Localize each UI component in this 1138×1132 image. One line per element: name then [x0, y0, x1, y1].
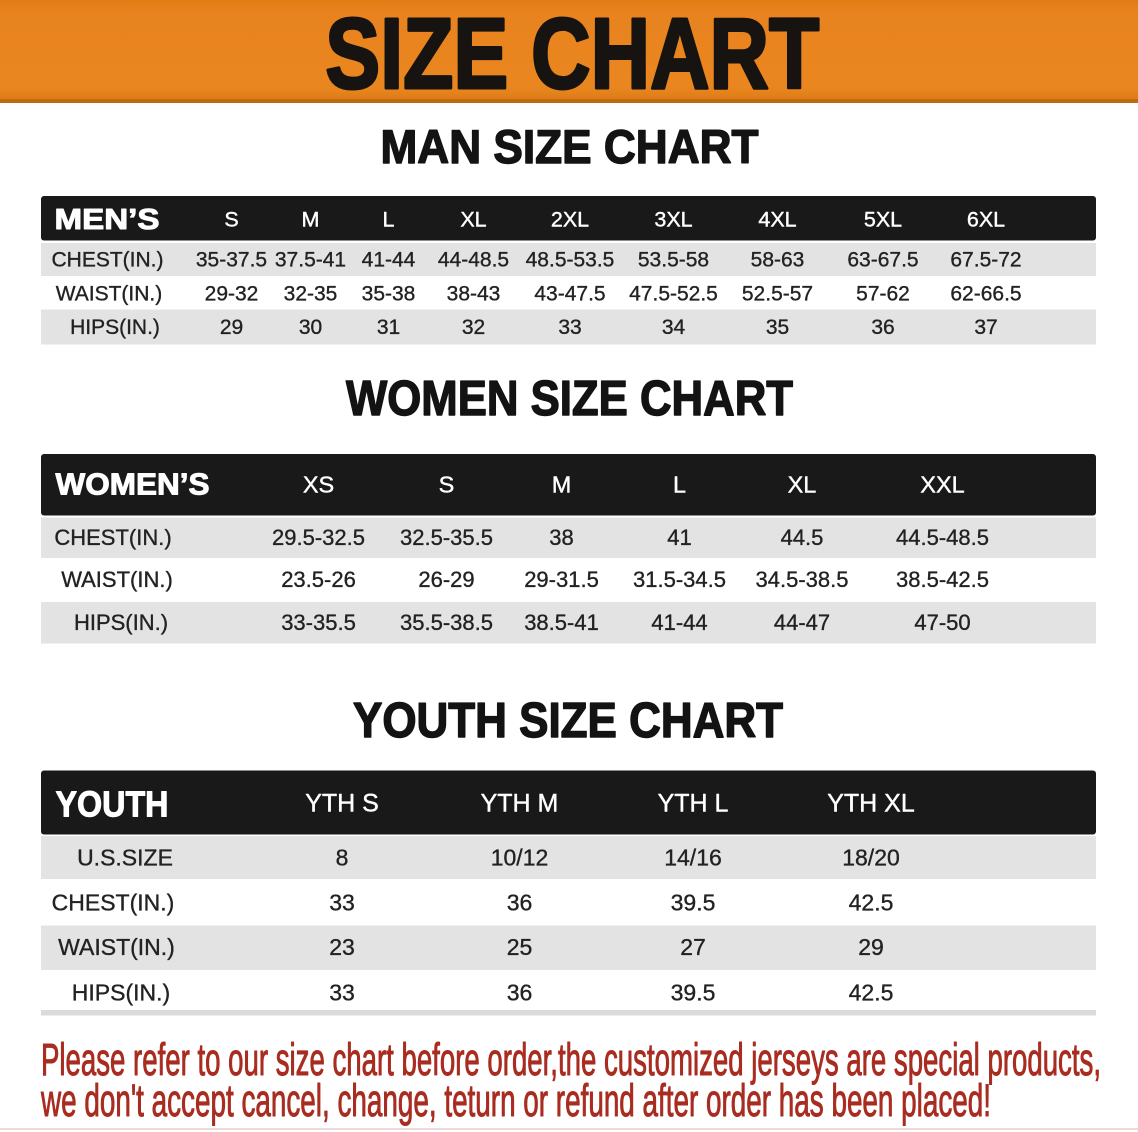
svg-text:31: 31 — [377, 316, 400, 339]
svg-text:we don't accept cancel, change: we don't accept cancel, change, teturn o… — [40, 1075, 991, 1126]
svg-text:M: M — [302, 208, 320, 232]
svg-text:5XL: 5XL — [864, 208, 902, 232]
svg-text:41-44: 41-44 — [651, 610, 707, 635]
svg-text:HIPS(IN.): HIPS(IN.) — [70, 316, 160, 339]
svg-text:WAIST(IN.): WAIST(IN.) — [56, 283, 163, 306]
svg-text:U.S.SIZE: U.S.SIZE — [77, 845, 173, 871]
svg-text:52.5-57: 52.5-57 — [742, 283, 813, 306]
svg-text:44.5-48.5: 44.5-48.5 — [896, 525, 989, 550]
svg-text:S: S — [439, 472, 455, 498]
svg-text:44-48.5: 44-48.5 — [438, 249, 509, 272]
svg-text:SIZE CHART: SIZE CHART — [325, 0, 819, 110]
svg-text:34.5-38.5: 34.5-38.5 — [756, 567, 849, 592]
svg-text:32.5-35.5: 32.5-35.5 — [400, 525, 493, 550]
svg-text:47.5-52.5: 47.5-52.5 — [629, 283, 718, 306]
svg-text:38.5-41: 38.5-41 — [524, 610, 599, 635]
svg-text:HIPS(IN.): HIPS(IN.) — [74, 610, 168, 635]
svg-text:WAIST(IN.): WAIST(IN.) — [58, 934, 175, 960]
svg-text:18/20: 18/20 — [842, 845, 900, 871]
svg-text:62-66.5: 62-66.5 — [950, 283, 1021, 306]
svg-text:38.5-42.5: 38.5-42.5 — [896, 567, 989, 592]
svg-text:YTH S: YTH S — [305, 790, 379, 818]
svg-text:33: 33 — [329, 890, 355, 916]
svg-text:MAN SIZE CHART: MAN SIZE CHART — [381, 121, 759, 174]
svg-text:31.5-34.5: 31.5-34.5 — [633, 567, 726, 592]
svg-text:38-43: 38-43 — [447, 283, 501, 306]
svg-text:29: 29 — [858, 934, 884, 960]
svg-text:32: 32 — [462, 316, 485, 339]
svg-text:HIPS(IN.): HIPS(IN.) — [72, 980, 170, 1006]
svg-text:29.5-32.5: 29.5-32.5 — [272, 525, 365, 550]
svg-text:WOMEN’S: WOMEN’S — [56, 468, 210, 502]
svg-text:58-63: 58-63 — [751, 249, 805, 272]
svg-text:30: 30 — [299, 316, 322, 339]
svg-text:YTH L: YTH L — [658, 790, 729, 818]
svg-text:67.5-72: 67.5-72 — [950, 249, 1021, 272]
svg-text:29-31.5: 29-31.5 — [524, 567, 599, 592]
svg-text:32-35: 32-35 — [284, 283, 338, 306]
svg-text:36: 36 — [871, 316, 894, 339]
svg-text:10/12: 10/12 — [491, 845, 549, 871]
svg-text:35-37.5: 35-37.5 — [196, 249, 267, 272]
svg-text:2XL: 2XL — [551, 208, 589, 232]
svg-text:S: S — [224, 208, 238, 232]
svg-text:41: 41 — [667, 525, 691, 550]
svg-text:Please refer to our size chart: Please refer to our size chart before or… — [41, 1034, 1101, 1085]
svg-text:44.5: 44.5 — [781, 525, 824, 550]
svg-text:35: 35 — [766, 316, 789, 339]
svg-text:44-47: 44-47 — [774, 610, 830, 635]
svg-text:39.5: 39.5 — [671, 980, 716, 1006]
svg-text:33: 33 — [558, 316, 581, 339]
svg-text:CHEST(IN.): CHEST(IN.) — [52, 890, 175, 916]
svg-text:36: 36 — [507, 890, 533, 916]
svg-text:35.5-38.5: 35.5-38.5 — [400, 610, 493, 635]
svg-text:33-35.5: 33-35.5 — [281, 610, 356, 635]
svg-text:4XL: 4XL — [758, 208, 796, 232]
svg-text:L: L — [383, 208, 395, 232]
svg-text:14/16: 14/16 — [664, 845, 722, 871]
svg-text:35-38: 35-38 — [362, 283, 416, 306]
svg-text:YOUTH: YOUTH — [56, 784, 169, 825]
svg-text:XL: XL — [788, 472, 817, 498]
svg-text:25: 25 — [507, 934, 533, 960]
svg-text:6XL: 6XL — [967, 208, 1005, 232]
svg-text:XS: XS — [303, 472, 334, 498]
svg-text:WOMEN SIZE CHART: WOMEN SIZE CHART — [346, 371, 793, 426]
svg-text:26-29: 26-29 — [418, 567, 474, 592]
svg-text:WAIST(IN.): WAIST(IN.) — [61, 567, 173, 592]
svg-text:29: 29 — [220, 316, 243, 339]
svg-text:XL: XL — [460, 208, 486, 232]
svg-text:MEN’S: MEN’S — [55, 204, 160, 236]
svg-text:33: 33 — [329, 980, 355, 1006]
svg-text:37.5-41: 37.5-41 — [275, 249, 346, 272]
svg-text:XXL: XXL — [920, 472, 964, 498]
svg-text:53.5-58: 53.5-58 — [638, 249, 709, 272]
svg-text:27: 27 — [680, 934, 706, 960]
svg-text:34: 34 — [662, 316, 686, 339]
svg-text:63-67.5: 63-67.5 — [847, 249, 918, 272]
svg-text:L: L — [673, 472, 686, 498]
svg-text:43-47.5: 43-47.5 — [534, 283, 605, 306]
svg-text:41-44: 41-44 — [362, 249, 416, 272]
svg-text:YTH XL: YTH XL — [827, 790, 915, 818]
svg-text:39.5: 39.5 — [671, 890, 716, 916]
svg-text:57-62: 57-62 — [856, 283, 910, 306]
svg-text:23: 23 — [329, 934, 355, 960]
svg-text:M: M — [552, 472, 572, 498]
svg-text:29-32: 29-32 — [205, 283, 259, 306]
svg-text:YTH M: YTH M — [481, 790, 559, 818]
svg-text:36: 36 — [507, 980, 533, 1006]
svg-text:CHEST(IN.): CHEST(IN.) — [52, 249, 164, 272]
svg-text:37: 37 — [974, 316, 997, 339]
svg-text:YOUTH SIZE CHART: YOUTH SIZE CHART — [353, 694, 783, 748]
svg-text:42.5: 42.5 — [849, 890, 894, 916]
svg-text:42.5: 42.5 — [849, 980, 894, 1006]
svg-text:48.5-53.5: 48.5-53.5 — [526, 249, 615, 272]
svg-text:8: 8 — [336, 845, 349, 871]
svg-text:3XL: 3XL — [654, 208, 692, 232]
svg-text:CHEST(IN.): CHEST(IN.) — [54, 525, 171, 550]
svg-text:23.5-26: 23.5-26 — [281, 567, 356, 592]
svg-text:47-50: 47-50 — [914, 610, 970, 635]
svg-text:38: 38 — [549, 525, 573, 550]
